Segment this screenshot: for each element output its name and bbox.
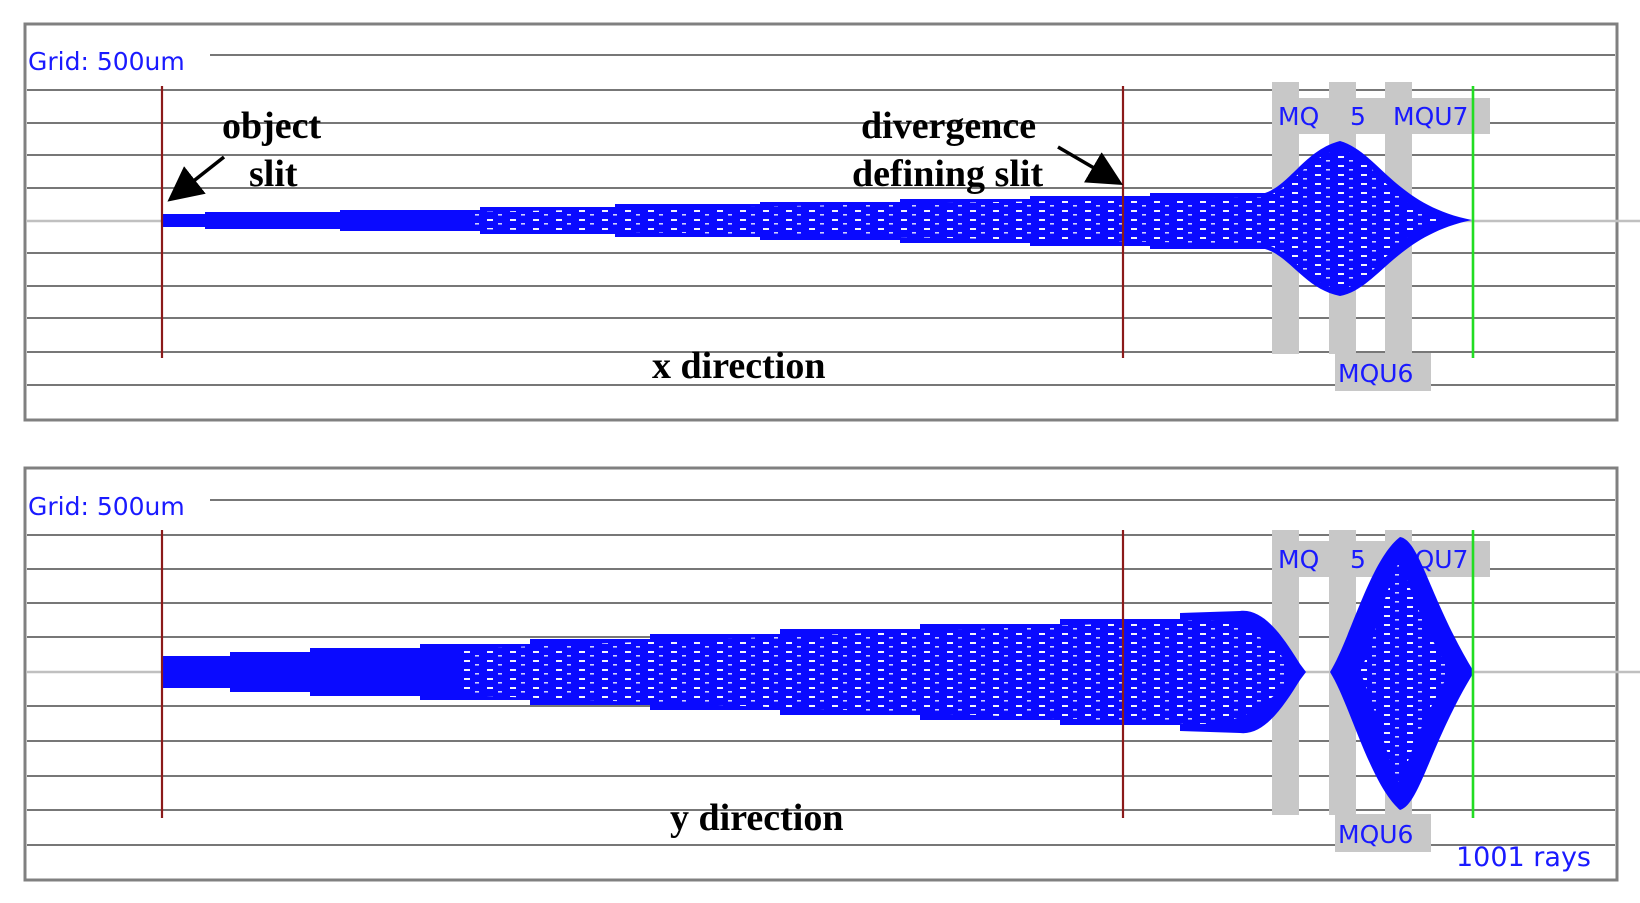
annotation-object: object — [222, 105, 322, 147]
label-mq5-a: MQ — [1278, 102, 1319, 131]
beam-texture — [460, 620, 1292, 724]
label-mq5-b: 5 — [1350, 545, 1366, 574]
annotation-slit: slit — [249, 153, 298, 195]
panel-x-direction: Grid: 500um MQ 5 MQU7 MQU6 object slit d… — [23, 22, 1640, 422]
label-mqu7: MQU7 — [1393, 102, 1468, 131]
beam-texture — [470, 149, 1440, 290]
beam-focus-texture — [1360, 560, 1450, 784]
arrow-object-slit — [167, 155, 226, 202]
grid-label: Grid: 500um — [28, 47, 185, 76]
label-mqu6: MQU6 — [1338, 359, 1413, 388]
label-box-mqu6 — [1335, 814, 1431, 852]
annotation-defining-slit: defining slit — [852, 153, 1043, 195]
direction-label: x direction — [652, 345, 825, 387]
annotation-divergence: divergence — [861, 105, 1036, 147]
label-mq5-b: 5 — [1350, 102, 1366, 131]
rays-count-label: 1001 rays — [1456, 842, 1591, 873]
arrow-divergence-slit — [1057, 145, 1124, 185]
direction-label: y direction — [670, 797, 843, 839]
label-box-mqu6 — [1335, 353, 1431, 391]
label-mq5-a: MQ — [1278, 545, 1319, 574]
panel-y-direction: Grid: 500um MQ 5 MQU7 MQU6 y direction 1… — [23, 466, 1640, 882]
grid-label: Grid: 500um — [28, 492, 185, 521]
label-box-top — [1272, 98, 1490, 134]
label-mqu6: MQU6 — [1338, 820, 1413, 849]
